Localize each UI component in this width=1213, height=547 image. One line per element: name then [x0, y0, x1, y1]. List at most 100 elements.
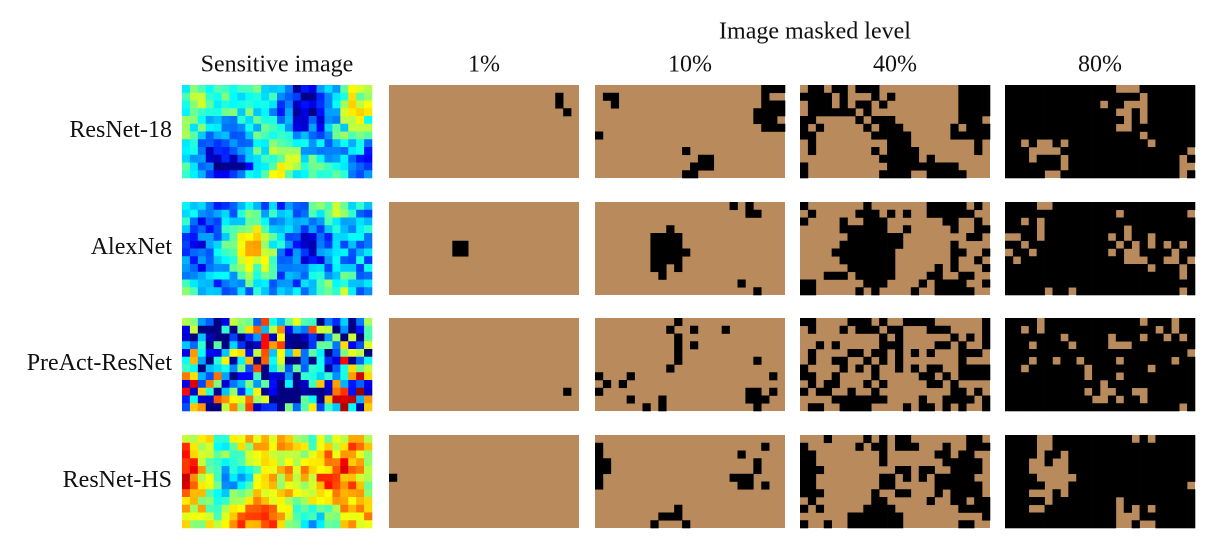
- heat-cell: [308, 202, 317, 211]
- heat-cell: [261, 162, 270, 171]
- heat-cell: [245, 473, 254, 482]
- masked-cell: [1155, 147, 1164, 156]
- masked-cell: [807, 279, 817, 288]
- masked-cell: [942, 372, 951, 381]
- masked-cell: [1147, 481, 1156, 490]
- heat-cell: [364, 349, 373, 358]
- heat-cell: [269, 458, 278, 467]
- masked-cell: [863, 264, 872, 273]
- masked-cell: [1179, 473, 1188, 482]
- heat-cell: [229, 92, 238, 101]
- masked-cell: [1171, 271, 1180, 280]
- masked-cell: [1139, 356, 1148, 365]
- masked-cell: [942, 442, 951, 451]
- masked-cell: [1036, 279, 1045, 288]
- masked-cell: [1068, 481, 1077, 490]
- masked-cell: [658, 264, 667, 273]
- masked-cell: [1115, 233, 1125, 242]
- masked-cell: [1028, 217, 1037, 226]
- heat-cell: [356, 364, 365, 373]
- masked-cell: [1171, 380, 1180, 389]
- masked-cell: [555, 92, 564, 101]
- masked-cell: [1060, 248, 1069, 257]
- heat-cell: [221, 264, 230, 273]
- masked-cell: [982, 504, 991, 513]
- masked-cell: [1028, 497, 1037, 506]
- heat-cell: [269, 170, 278, 179]
- masked-cell: [831, 395, 840, 404]
- masked-cell: [1139, 403, 1148, 412]
- masked-cell: [815, 100, 825, 109]
- masked-cell: [1044, 395, 1053, 404]
- masked-cell: [1139, 364, 1148, 373]
- masked-cell: [1100, 325, 1109, 334]
- masked-cell: [879, 154, 888, 163]
- masked-cell: [1131, 217, 1140, 226]
- heat-cell: [197, 473, 207, 482]
- masked-cell: [1100, 403, 1109, 412]
- masked-cell: [879, 170, 888, 179]
- masked-cell: [902, 473, 912, 482]
- masked-cell: [807, 209, 817, 218]
- masked-cell: [974, 202, 983, 211]
- heat-cell: [332, 364, 341, 373]
- masked-cell: [1155, 395, 1164, 404]
- heat-cell: [332, 240, 341, 249]
- masked-cell: [1084, 466, 1093, 475]
- heat-cell: [340, 170, 349, 179]
- masked-cell: [1179, 372, 1188, 381]
- masked-cell: [1139, 202, 1148, 211]
- masked-cell: [1005, 435, 1014, 444]
- masked-cell: [902, 442, 912, 451]
- heat-cell: [213, 287, 222, 296]
- masked-cell: [839, 395, 848, 404]
- masked-cell: [855, 403, 864, 412]
- heat-cell: [364, 364, 373, 373]
- masked-cell: [958, 92, 967, 101]
- masked-cell: [1187, 435, 1196, 444]
- masked-cell: [1131, 279, 1140, 288]
- masked-cell: [1092, 209, 1101, 218]
- masked-cell: [1084, 279, 1093, 288]
- masked-cell: [831, 372, 840, 381]
- heat-cell: [356, 256, 365, 265]
- masked-cell: [1139, 279, 1148, 288]
- masked-cell: [1084, 450, 1093, 459]
- masked-cell: [650, 520, 659, 529]
- masked-cell: [800, 504, 809, 513]
- masked-cell: [1139, 287, 1148, 296]
- masked-cell: [879, 520, 888, 529]
- heat-cell: [261, 325, 270, 334]
- masked-cell: [1084, 520, 1093, 529]
- masked-cell: [1005, 318, 1014, 327]
- heat-cell: [269, 489, 278, 498]
- masked-cell: [1020, 372, 1030, 381]
- heat-cell: [277, 395, 286, 404]
- masked-cell: [1068, 240, 1077, 249]
- heat-cell: [245, 256, 254, 265]
- masked-cell: [1123, 403, 1132, 412]
- masked-cell: [1123, 271, 1132, 280]
- masked-cell: [1171, 162, 1180, 171]
- masked-cell: [1163, 279, 1172, 288]
- masked-cell: [1171, 108, 1180, 117]
- masked-cell: [966, 100, 975, 109]
- masked-cell: [895, 233, 904, 242]
- masked-cell: [1044, 349, 1053, 358]
- masked-cell: [1179, 217, 1188, 226]
- heat-cell: [237, 100, 246, 109]
- heat-cell: [229, 131, 238, 140]
- heat-cell: [356, 489, 365, 498]
- heat-cell: [284, 473, 294, 482]
- heat-cell: [189, 85, 199, 94]
- heat-cell: [269, 209, 278, 218]
- heat-cell: [364, 473, 373, 482]
- masked-cell: [1187, 380, 1196, 389]
- masked-cell: [1020, 450, 1030, 459]
- masked-cell: [666, 233, 675, 242]
- masked-cell: [1155, 287, 1164, 296]
- heat-cell: [182, 466, 191, 475]
- heat-cell: [213, 147, 222, 156]
- heat-cell: [356, 116, 365, 125]
- masked-cell: [950, 225, 959, 234]
